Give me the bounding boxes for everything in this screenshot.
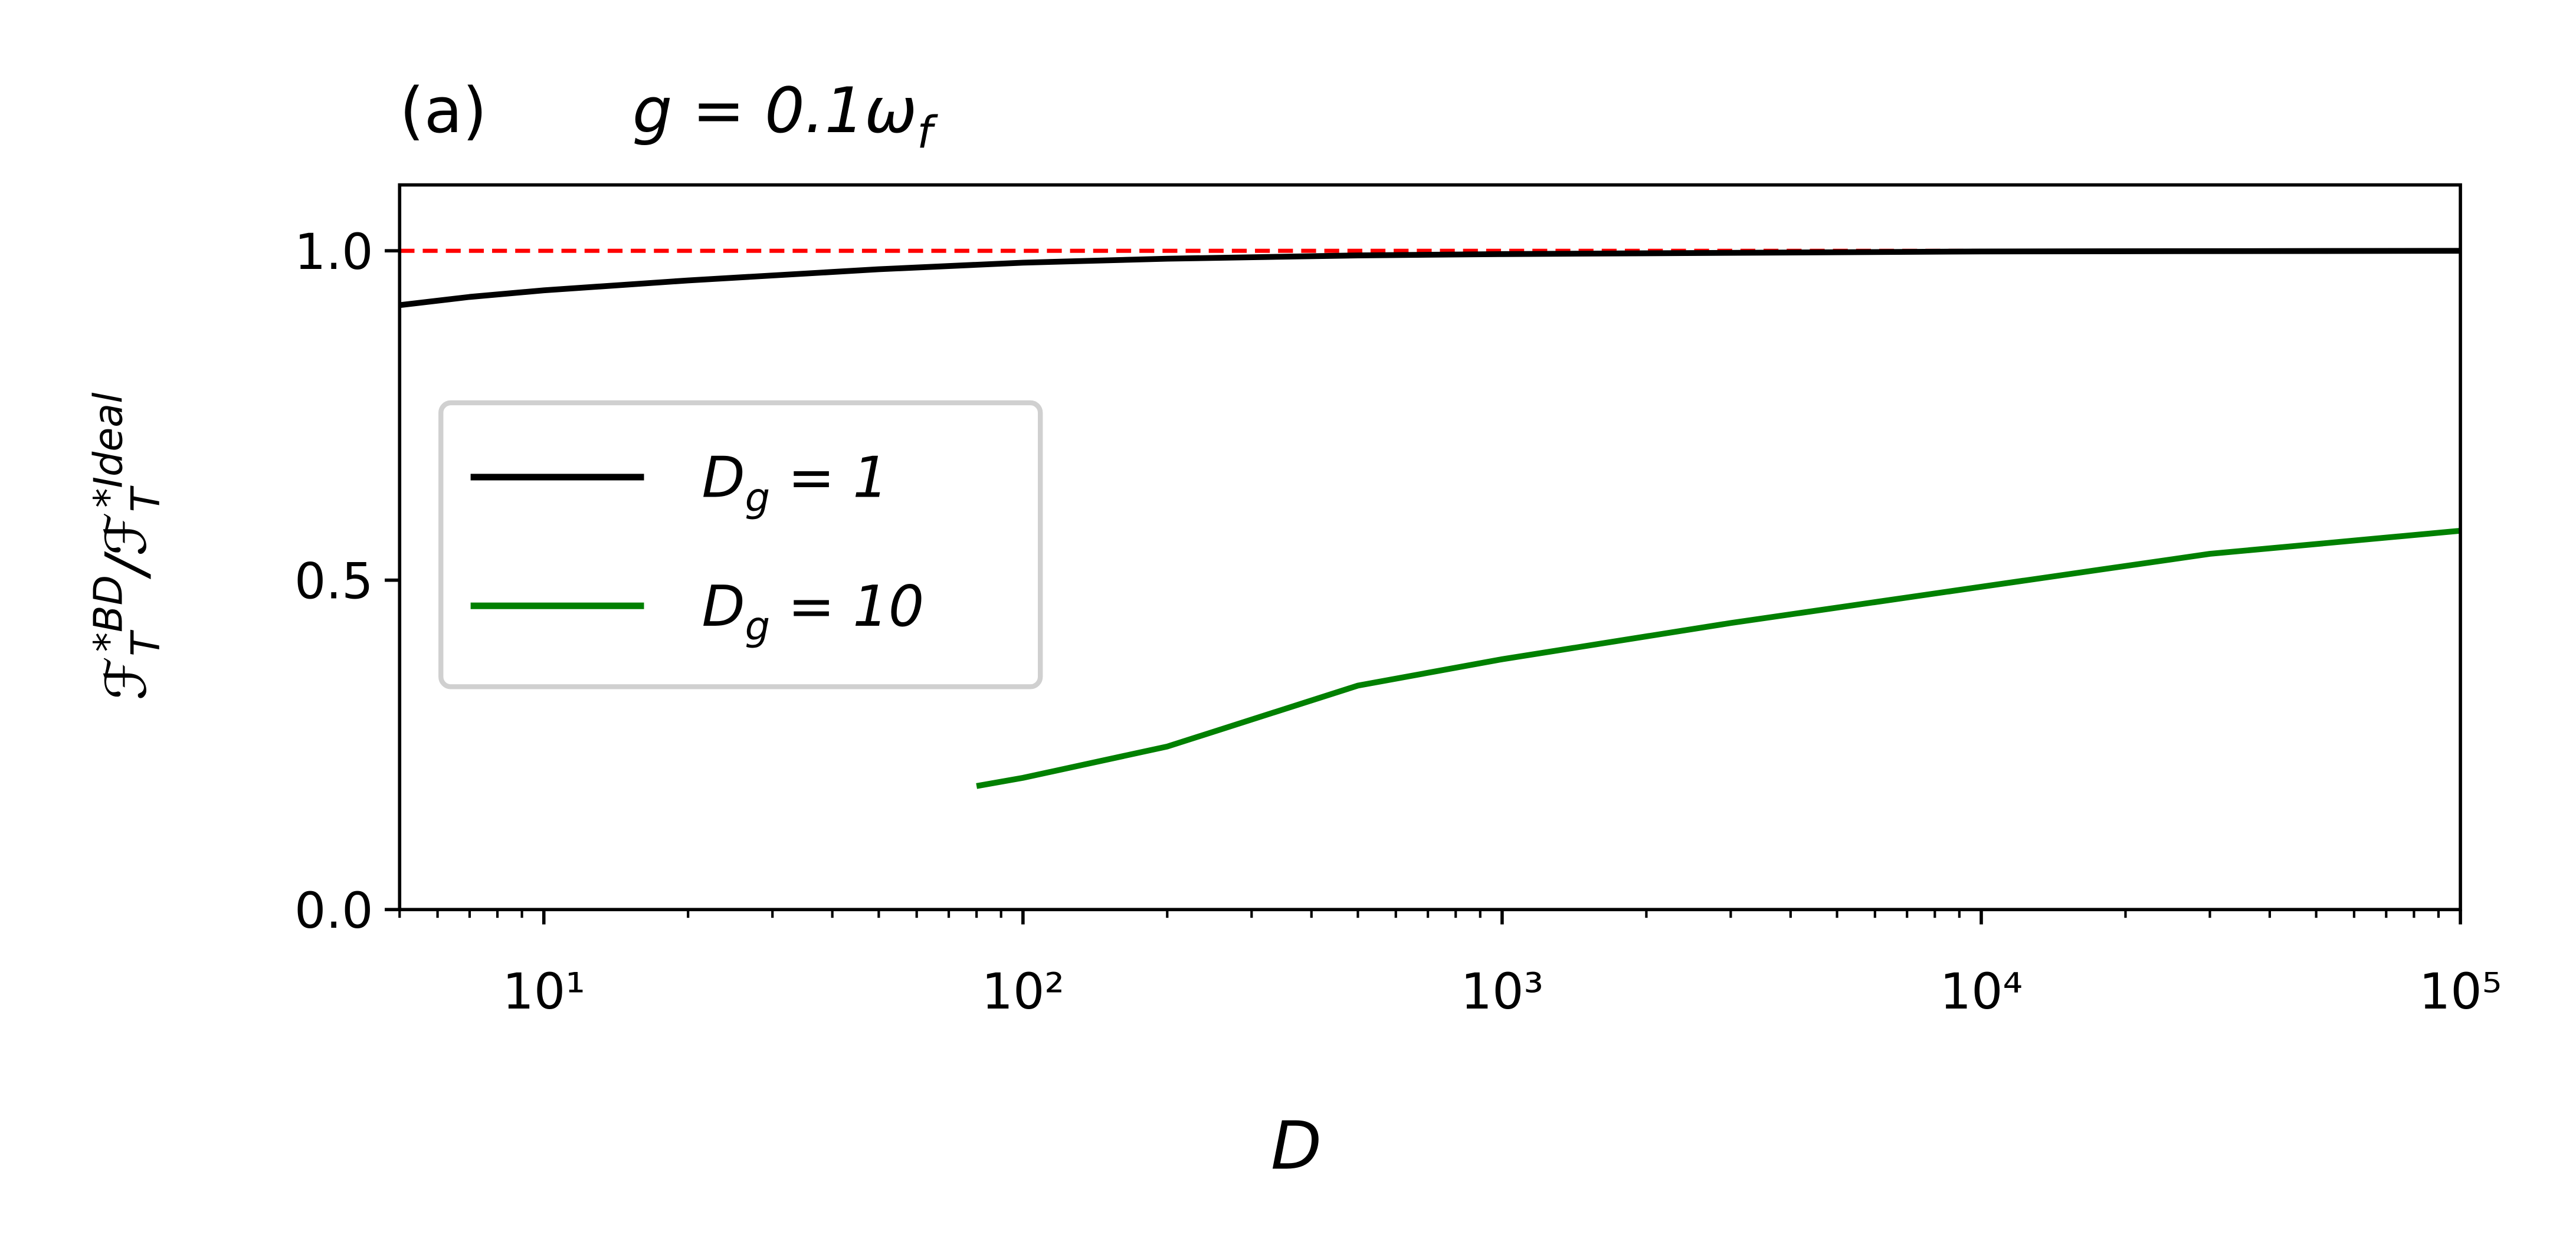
legend-label: Dg = 1 <box>702 445 888 520</box>
x-tick-label: 10⁵ <box>2419 963 2502 1020</box>
y-tick-label: 0.5 <box>294 552 373 610</box>
plot-area: 0.0 0.5 1.0 10¹ 10² 10³ 10⁴ 10⁵ Dg = 1 Dg = 10 <box>294 183 2502 1020</box>
y-tick-label: 1.0 <box>294 223 373 281</box>
y-tick-label: 0.0 <box>294 882 373 940</box>
x-axis-label: D <box>1271 1108 1322 1185</box>
legend-label: Dg = 10 <box>702 574 924 649</box>
x-tick-label: 10³ <box>1461 963 1543 1020</box>
y-axis-label: ℱT*BD/ℱT*Ideal <box>85 392 169 701</box>
x-tick-label: 10¹ <box>503 963 585 1020</box>
x-tick-label: 10² <box>982 963 1064 1020</box>
axes-frame <box>398 183 2462 911</box>
chart-title: g = 0.1ωf <box>632 74 938 159</box>
x-tick-label: 10⁴ <box>1940 963 2023 1020</box>
data-line <box>976 528 2461 789</box>
data-line <box>399 248 2461 308</box>
panel-label: (a) <box>399 74 487 147</box>
